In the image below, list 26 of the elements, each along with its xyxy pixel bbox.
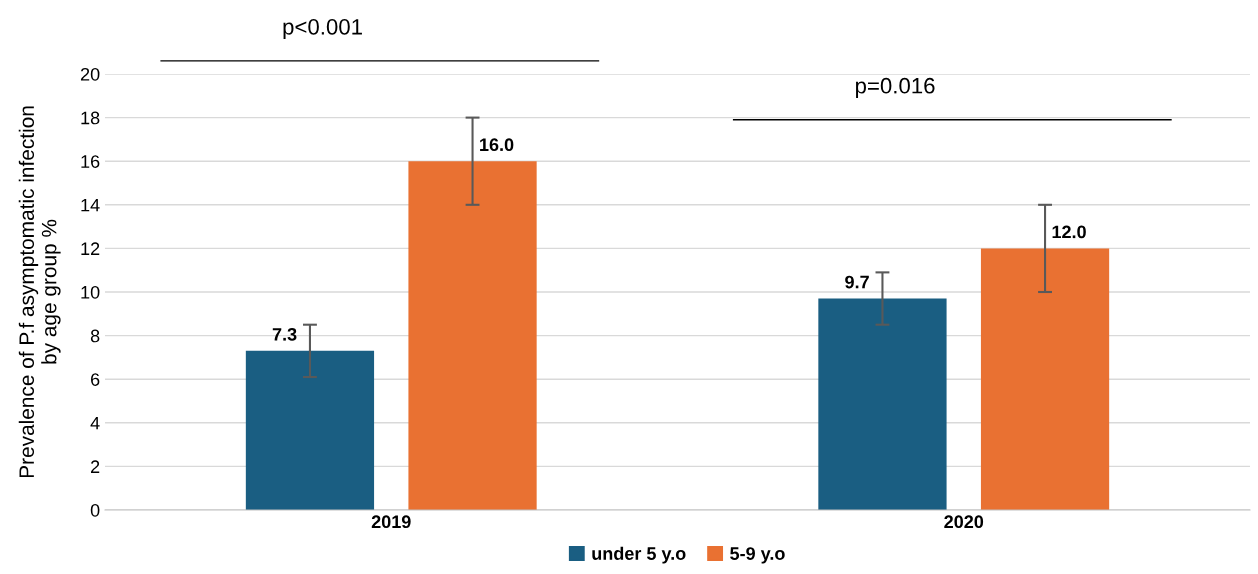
y-axis-title: Prevalence of P.f asymptomatic infection by age group % [18, 106, 61, 478]
bar [245, 350, 375, 510]
x-tick-label: 2020 [944, 515, 984, 529]
x-tick-label: 2019 [371, 515, 411, 529]
y-tick-label: 20 [80, 67, 100, 81]
bar [408, 161, 537, 510]
y-tick-label: 8 [90, 329, 100, 343]
legend-label: 5-9 y.o [730, 547, 785, 564]
annotation: p=0.016 [856, 77, 935, 98]
y-tick-label: 16 [81, 155, 100, 168]
data-label: 7.3 [272, 327, 297, 341]
data-label: 12.0 [1052, 225, 1086, 239]
y-tick-label: 4 [90, 416, 100, 430]
data-label: 9.7 [845, 275, 869, 289]
y-tick-label: 2 [91, 460, 100, 473]
legend-label: under 5 y.o [592, 546, 686, 564]
y-tick-label: 0 [90, 503, 100, 517]
y-tick-label: 12 [81, 242, 100, 255]
y-tick-label: 14 [81, 198, 100, 212]
y-tick-label: 6 [91, 373, 100, 386]
bar [980, 248, 1110, 510]
text: p<0.001 [283, 18, 362, 40]
data-label: 16.0 [480, 138, 514, 152]
y-tick-label: 10 [81, 285, 100, 299]
y-tick-label: 18 [81, 111, 100, 125]
bar [818, 298, 947, 510]
